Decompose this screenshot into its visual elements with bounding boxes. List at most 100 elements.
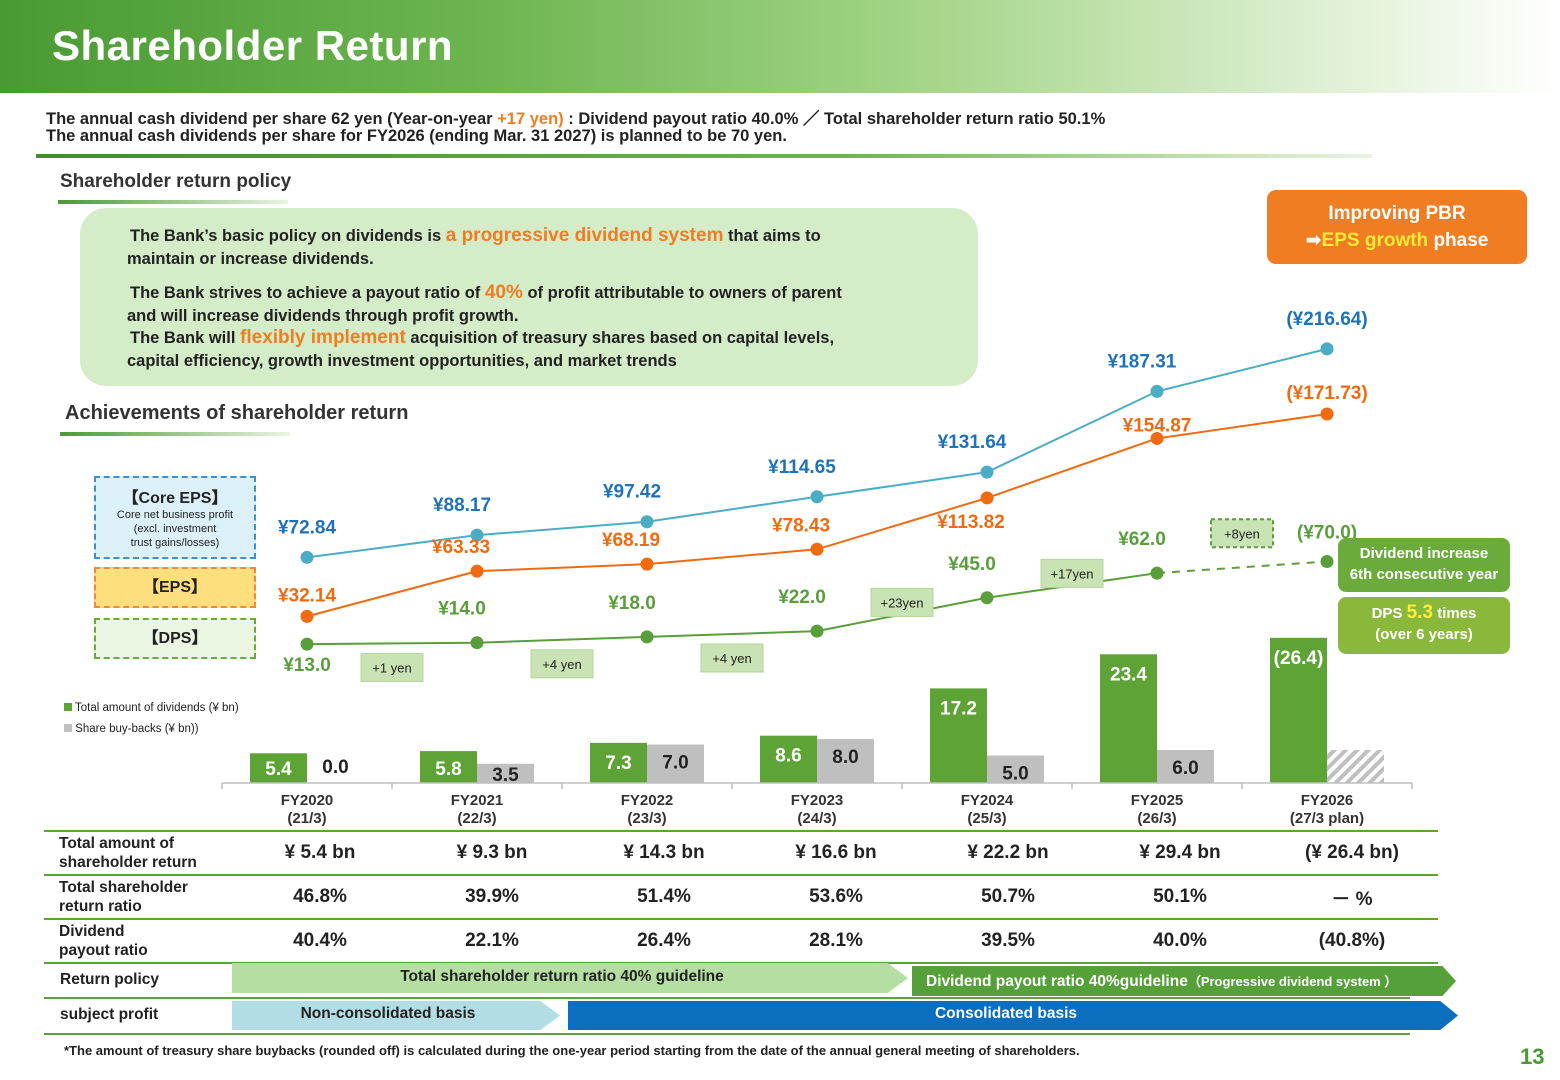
dps-increment-label: +1 yen: [372, 660, 411, 675]
x-tick-label: (23/3): [627, 810, 666, 827]
x-tick-label: (21/3): [287, 810, 326, 827]
pbr-highlight: EPS growth: [1321, 230, 1429, 251]
buyback-bar-label: 3.5: [492, 765, 519, 786]
dividend-bar-label: 23.4: [1110, 664, 1147, 685]
dividend-bar-label: 17.2: [940, 698, 977, 719]
eps-label: ¥154.87: [1123, 415, 1192, 436]
summary-table: Total amount of shareholder return ¥ 5.4 …: [44, 830, 1438, 964]
subtitle-divider: [36, 154, 1372, 158]
subtitle-text-a: The annual cash dividend per share 62 ye…: [46, 110, 498, 128]
core-eps-point: [1150, 384, 1164, 398]
dps-point: [1320, 555, 1334, 568]
table-cell: 28.1%: [750, 919, 922, 964]
eps-point: [470, 564, 484, 578]
core-eps-label: ¥88.17: [433, 495, 491, 516]
table-cell: － %: [1266, 875, 1438, 920]
policy-highlight-progressive: a progressive dividend system: [445, 225, 724, 246]
eps-point: [1320, 407, 1334, 421]
policy-heading: Shareholder return policy: [60, 171, 292, 192]
table-cell: 53.6%: [750, 875, 922, 920]
subtitle-highlight: +17 yen): [497, 110, 564, 128]
x-tick-label: FY2023: [791, 792, 844, 809]
eps-label: ¥32.14: [278, 585, 337, 606]
x-tick-label: FY2021: [451, 792, 504, 809]
eps-label: ¥68.19: [602, 530, 660, 551]
core-eps-label: ¥114.65: [768, 457, 836, 478]
table-cell: 50.1%: [1094, 875, 1266, 920]
subtitle-line-1: The annual cash dividend per share 62 ye…: [46, 105, 1105, 129]
buyback-bar: [987, 755, 1044, 783]
policy-para-2: The Bank strives to achieve a payout rat…: [130, 282, 842, 303]
policy-box: The Bank’s basic policy on dividends is …: [80, 208, 978, 386]
table-cell: ¥ 9.3 bn: [406, 830, 578, 876]
buyback-bar: [477, 763, 534, 783]
table-cell: (40.8%): [1266, 919, 1438, 964]
row-divider: [44, 1033, 1410, 1035]
dividend-bar-label: 5.8: [435, 759, 461, 780]
dps-multiple-note: DPS 5.3 times (over 6 years): [1338, 597, 1510, 654]
eps-label: ¥78.43: [772, 515, 830, 536]
core-eps-label: ¥131.64: [938, 432, 1007, 453]
core-eps-point: [640, 515, 654, 529]
dps-increment-chip: [1040, 558, 1104, 588]
dps-point: [640, 630, 654, 644]
table-cell: ¥ 5.4 bn: [234, 830, 406, 876]
x-tick-label: FY2025: [1131, 792, 1184, 809]
table-row: Total amount of shareholder return ¥ 5.4 …: [44, 830, 1438, 876]
table-row: Total shareholder return ratio 46.8% 39.9…: [44, 875, 1438, 920]
core-eps-point: [980, 465, 994, 479]
row-label: Total shareholder return ratio: [44, 875, 234, 920]
policy-para-2-cont: and will increase dividends through prof…: [127, 307, 519, 325]
table-cell: ¥ 16.6 bn: [750, 830, 922, 876]
table-cell: 50.7%: [922, 875, 1094, 920]
shareholder-return-chart: 5.4 0.0 5.8 3.5 7.3 7.0 8.6 8.0 17.2 5.0 23.4 6.0 (2…: [221, 309, 1413, 827]
dps-label: ¥45.0: [948, 554, 996, 575]
dps-label: ¥18.0: [608, 593, 656, 614]
legend-swatch-buybacks: [64, 724, 72, 732]
footnote: *The amount of treasury share buybacks (…: [64, 1043, 1080, 1058]
table-cell: ¥ 14.3 bn: [578, 830, 750, 876]
dps-increment-label: +8yen: [1224, 526, 1260, 541]
eps-point: [1150, 431, 1164, 445]
x-tick-label: FY2020: [281, 792, 334, 809]
table-cell: 46.8%: [234, 875, 406, 920]
eps-label: ¥63.33: [432, 537, 490, 558]
dps-point: [300, 637, 314, 651]
dps-increment-chip: [360, 652, 424, 682]
core-eps-point: [470, 528, 484, 542]
dps-increment-chip: [530, 649, 594, 679]
x-tick-label: FY2024: [961, 792, 1014, 809]
buyback-bar-label: 0.0: [322, 757, 348, 778]
dividend-bar: [420, 751, 477, 783]
dps-increment-label: +23yen: [880, 595, 923, 610]
header-banner: [0, 0, 1560, 93]
core-eps-label: ¥97.42: [603, 482, 661, 503]
table-cell: 26.4%: [578, 919, 750, 964]
dps-increment-label: +4 yen: [712, 651, 751, 666]
achievements-heading: Achievements of shareholder return: [65, 402, 409, 424]
row-divider: [44, 997, 1410, 999]
table-cell: 51.4%: [578, 875, 750, 920]
return-policy-bar-b: [912, 966, 1456, 996]
buyback-bar-label: 8.0: [832, 747, 858, 768]
x-tick-label: (22/3): [457, 810, 496, 827]
dps-point: [470, 636, 484, 650]
achievements-heading-underline: [60, 432, 290, 436]
dps-line: [306, 572, 1158, 646]
dividend-bar-label: 5.4: [265, 759, 292, 780]
dividend-bar: [1100, 654, 1157, 783]
pbr-line-2: ➡EPS growth phase: [1305, 230, 1489, 251]
subject-profit-bar-b: [568, 1001, 1458, 1030]
legend-swatch-dividends: [64, 703, 72, 711]
policy-highlight-40: 40%: [484, 282, 523, 303]
core-eps-label: ¥187.31: [1108, 351, 1177, 372]
dividend-bar: [590, 742, 647, 783]
buyback-bar: [817, 739, 874, 783]
page-number: 13: [1520, 1044, 1545, 1069]
dividend-bar-label: 8.6: [775, 746, 801, 767]
dividend-increase-note: Dividend increase 6th consecutive year: [1338, 538, 1510, 592]
policy-highlight-flexibly: flexibly implement: [240, 327, 406, 348]
table-cell: ¥ 29.4 bn: [1094, 830, 1266, 876]
x-tick-label: FY2026: [1301, 792, 1354, 809]
row-label: Total amount of shareholder return: [44, 830, 234, 876]
